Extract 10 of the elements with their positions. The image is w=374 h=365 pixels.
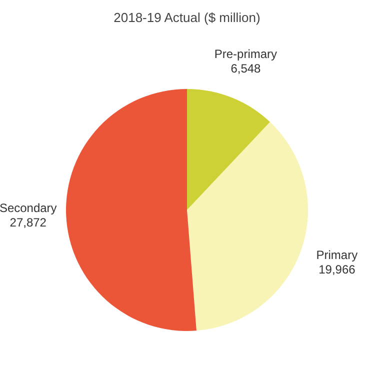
data-label: 6,548 xyxy=(230,62,262,76)
data-label: 19,966 xyxy=(318,262,356,276)
pie-slice xyxy=(187,89,270,210)
slice-label: Pre-primary xyxy=(214,47,278,62)
slice-label: Primary xyxy=(316,248,358,262)
data-label: 27,872 xyxy=(10,216,47,230)
chart-title: 2018-19 Actual ($ million) xyxy=(114,10,260,25)
pie-slice xyxy=(66,89,196,331)
slice-label: Secondary xyxy=(0,201,57,216)
pie-slice xyxy=(187,122,308,331)
